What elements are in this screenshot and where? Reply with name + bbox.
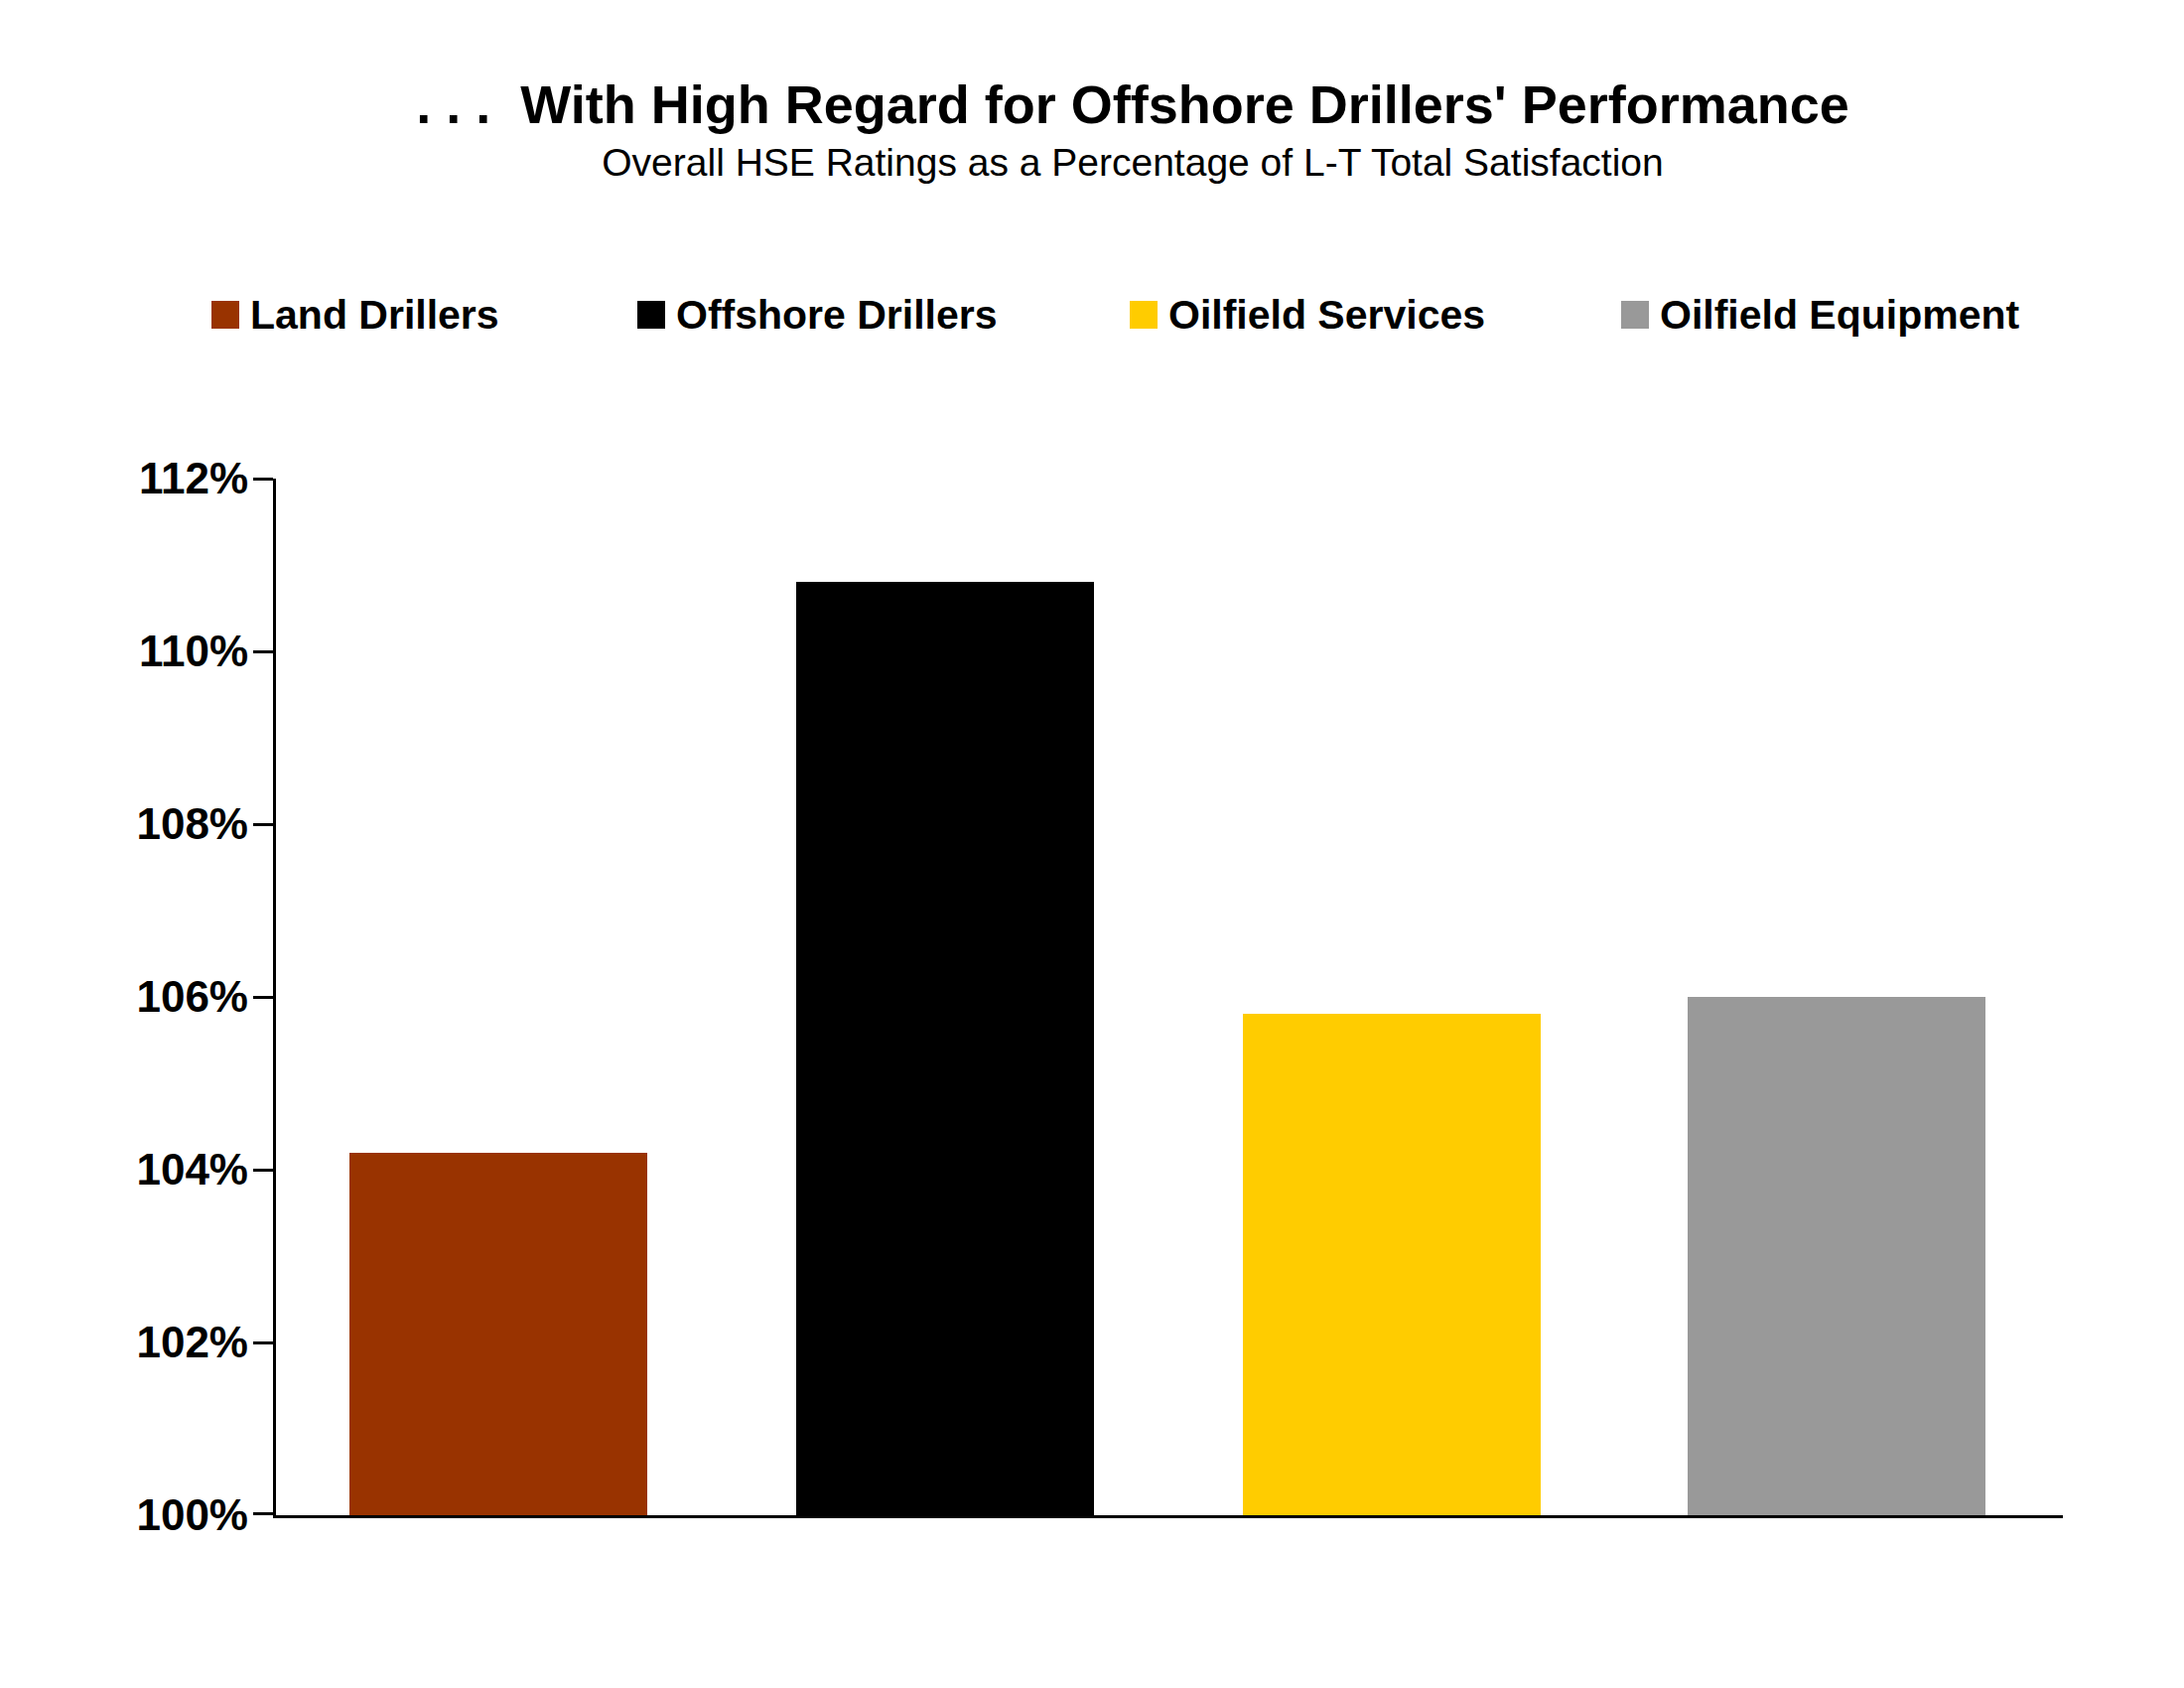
y-axis-tick-label: 104% xyxy=(0,1148,248,1192)
legend-item-land-drillers: Land Drillers xyxy=(211,292,499,338)
y-axis-tick-label: 102% xyxy=(0,1321,248,1364)
y-axis-tick xyxy=(253,1341,273,1344)
legend-label: Oilfield Services xyxy=(1168,292,1485,339)
legend-label: Land Drillers xyxy=(250,292,499,339)
y-axis-tick-label: 112% xyxy=(0,457,248,500)
bar-offshore-drillers xyxy=(796,582,1094,1515)
legend-swatch-land-drillers xyxy=(211,301,239,329)
legend-label: Offshore Drillers xyxy=(676,292,998,339)
legend-swatch-oilfield-services xyxy=(1130,301,1158,329)
y-axis-tick xyxy=(253,650,273,653)
chart-subtitle: Overall HSE Ratings as a Percentage of L… xyxy=(41,139,2184,187)
bar-oilfield-services xyxy=(1243,1014,1541,1515)
y-axis-tick xyxy=(253,1169,273,1172)
chart-title: . . . With High Regard for Offshore Dril… xyxy=(41,71,2184,137)
y-axis-tick xyxy=(253,823,273,826)
legend-swatch-offshore-drillers xyxy=(637,301,665,329)
legend-item-oilfield-equipment: Oilfield Equipment xyxy=(1621,292,2019,338)
y-axis-tick xyxy=(253,478,273,481)
legend-item-offshore-drillers: Offshore Drillers xyxy=(637,292,998,338)
legend-item-oilfield-services: Oilfield Services xyxy=(1130,292,1485,338)
bar-land-drillers xyxy=(349,1153,647,1515)
y-axis-tick xyxy=(253,1512,273,1515)
bar-oilfield-equipment xyxy=(1688,997,1985,1515)
plot-area xyxy=(273,479,2063,1518)
legend-label: Oilfield Equipment xyxy=(1660,292,2019,339)
y-axis-tick-label: 110% xyxy=(0,630,248,673)
y-axis-tick-label: 100% xyxy=(0,1493,248,1537)
y-axis-tick xyxy=(253,996,273,999)
y-axis-tick-label: 106% xyxy=(0,975,248,1019)
y-axis-tick-label: 108% xyxy=(0,802,248,846)
legend-swatch-oilfield-equipment xyxy=(1621,301,1649,329)
